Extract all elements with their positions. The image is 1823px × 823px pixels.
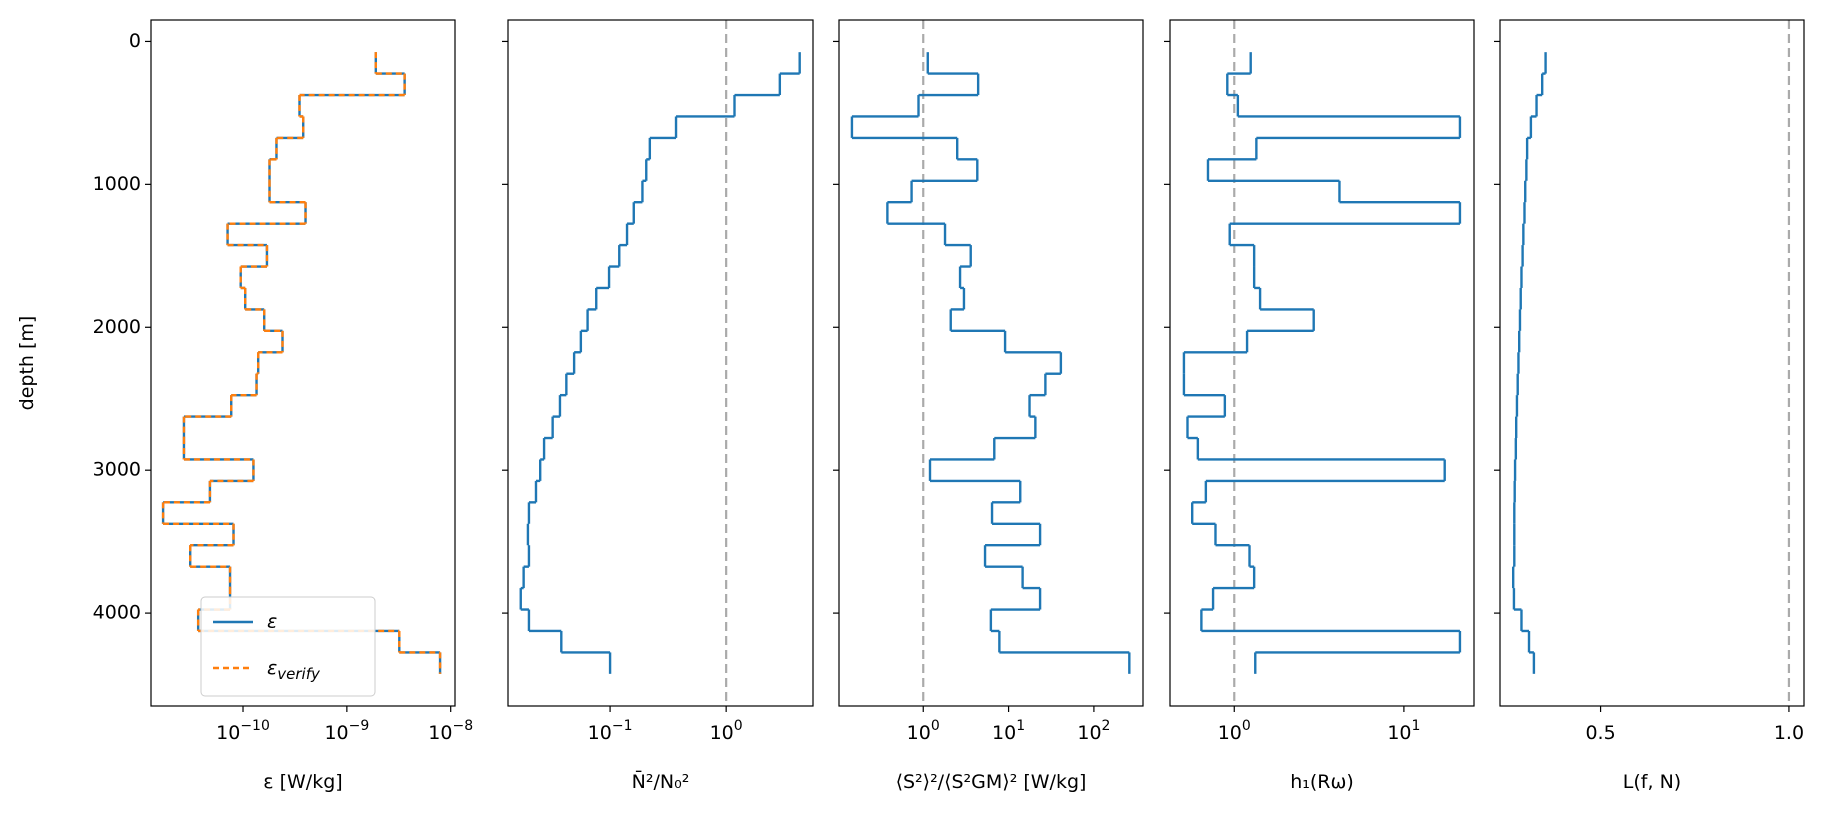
y-tick-label: 3000 [93, 459, 141, 481]
x-tick-label: 0.5 [1585, 722, 1615, 744]
x-tick-label: 100 [710, 718, 743, 744]
x-tick-label: 10−8 [428, 718, 473, 744]
axes-frame [838, 19, 1144, 707]
x-tick-label: 1.0 [1774, 722, 1804, 744]
x-tick-label: 10−10 [216, 718, 270, 744]
x-tick-label: 101 [992, 718, 1025, 744]
axes-frame [1499, 19, 1805, 707]
legend-label: ε [267, 611, 277, 633]
y-tick-label: 2000 [93, 316, 141, 338]
x-axis-label: ⟨S²⟩²/⟨S²GM⟩² [W/kg] [896, 771, 1087, 793]
axes-frame [150, 19, 456, 707]
x-axis-label: N̄²/N₀² [632, 769, 690, 793]
y-tick-label: 0 [129, 30, 141, 52]
x-tick-label: 100 [1218, 718, 1251, 744]
legend-label: εverify [267, 657, 321, 683]
x-tick-label: 10−9 [324, 718, 369, 744]
y-tick-label: 1000 [93, 173, 141, 195]
axes-frame [507, 19, 814, 707]
x-axis-label: ε [W/kg] [263, 771, 342, 793]
x-tick-label: 100 [907, 718, 940, 744]
y-tick-label: 4000 [93, 602, 141, 624]
x-tick-label: 10−1 [588, 718, 633, 744]
axes-frame [1169, 19, 1475, 707]
x-tick-label: 102 [1077, 718, 1110, 744]
y-axis-label: depth [m] [16, 316, 38, 411]
x-axis-label: h₁(Rω) [1290, 771, 1354, 793]
x-tick-label: 101 [1387, 718, 1420, 744]
x-axis-label: L(f, N) [1623, 771, 1681, 793]
